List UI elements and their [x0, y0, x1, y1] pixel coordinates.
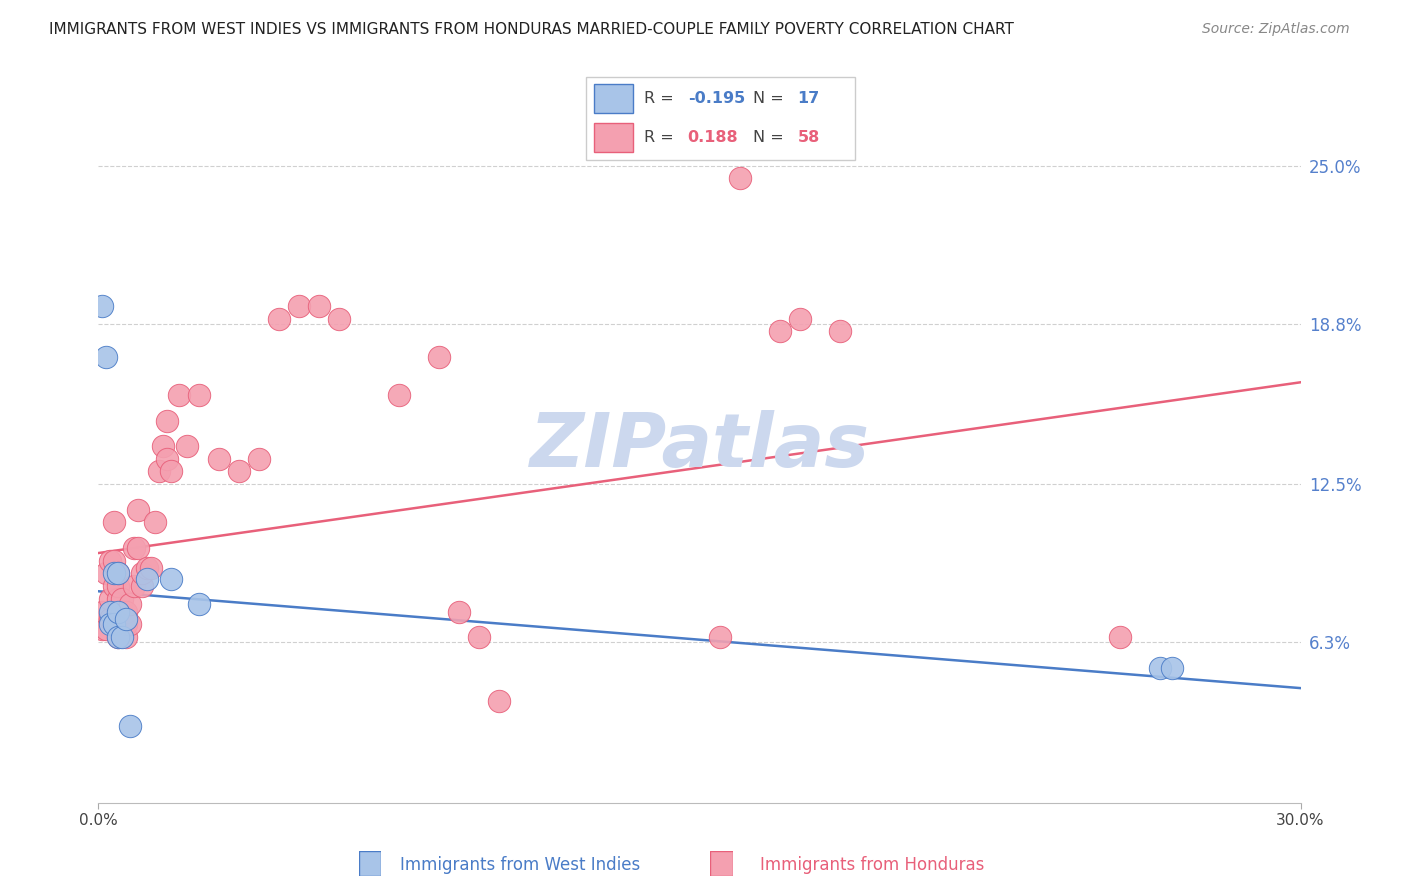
Text: ZIPatlas: ZIPatlas [530, 409, 869, 483]
Point [709, 630, 731, 644]
Point [111, 591, 134, 606]
FancyBboxPatch shape [595, 85, 633, 113]
Point [1149, 661, 1171, 675]
Point [789, 311, 811, 326]
Point [135, 561, 157, 575]
Point [124, 541, 146, 555]
Text: R =: R = [644, 130, 673, 145]
Point [96, 350, 118, 364]
Point [159, 465, 181, 479]
Point [228, 465, 250, 479]
Point [100, 554, 122, 568]
Point [107, 605, 129, 619]
Point [107, 579, 129, 593]
Point [120, 597, 142, 611]
Point [111, 605, 134, 619]
FancyBboxPatch shape [595, 123, 633, 152]
Point [131, 579, 153, 593]
Text: 17: 17 [797, 91, 820, 106]
Point [107, 566, 129, 581]
Point [128, 541, 150, 555]
Point [328, 311, 350, 326]
Point [159, 572, 181, 586]
Point [176, 439, 198, 453]
Point [96, 566, 118, 581]
Point [135, 572, 157, 586]
Point [103, 554, 125, 568]
Point [103, 617, 125, 632]
Point [111, 623, 134, 637]
Point [143, 516, 166, 530]
Point [115, 630, 138, 644]
Point [427, 350, 450, 364]
Point [111, 630, 134, 644]
Point [115, 617, 138, 632]
Point [91, 605, 114, 619]
Point [107, 630, 129, 644]
Point [103, 516, 125, 530]
FancyBboxPatch shape [586, 77, 855, 160]
Text: IMMIGRANTS FROM WEST INDIES VS IMMIGRANTS FROM HONDURAS MARRIED-COUPLE FAMILY PO: IMMIGRANTS FROM WEST INDIES VS IMMIGRANT… [49, 22, 1014, 37]
Point [124, 579, 146, 593]
Text: 58: 58 [797, 130, 820, 145]
Point [769, 324, 792, 338]
Point [107, 630, 129, 644]
Point [187, 597, 209, 611]
Point [103, 566, 125, 581]
Point [91, 299, 114, 313]
Text: 0.188: 0.188 [688, 130, 738, 145]
Point [468, 630, 491, 644]
Point [100, 591, 122, 606]
Text: Source: ZipAtlas.com: Source: ZipAtlas.com [1202, 22, 1350, 37]
Point [120, 719, 142, 733]
Point [308, 299, 330, 313]
Point [155, 451, 177, 466]
Point [107, 591, 129, 606]
Text: N =: N = [754, 91, 785, 106]
Text: Immigrants from West Indies: Immigrants from West Indies [401, 855, 640, 873]
Text: Immigrants from Honduras: Immigrants from Honduras [759, 855, 984, 873]
Point [91, 623, 114, 637]
Point [139, 561, 162, 575]
Point [1161, 661, 1184, 675]
Point [267, 311, 290, 326]
Point [388, 388, 411, 402]
Point [167, 388, 190, 402]
Text: -0.195: -0.195 [688, 91, 745, 106]
Point [128, 502, 150, 516]
Text: N =: N = [754, 130, 785, 145]
Point [152, 439, 174, 453]
Point [488, 694, 510, 708]
Point [115, 612, 138, 626]
Point [131, 566, 153, 581]
Point [828, 324, 851, 338]
Point [155, 413, 177, 427]
Point [247, 451, 270, 466]
Point [103, 579, 125, 593]
Point [100, 605, 122, 619]
Point [107, 617, 129, 632]
Text: R =: R = [644, 91, 673, 106]
Point [115, 605, 138, 619]
Point [728, 171, 751, 186]
Point [96, 623, 118, 637]
Point [100, 617, 122, 632]
Point [187, 388, 209, 402]
Point [100, 612, 122, 626]
Point [1109, 630, 1132, 644]
Point [288, 299, 311, 313]
Point [107, 566, 129, 581]
Point [447, 605, 470, 619]
Point [148, 465, 170, 479]
Point [208, 451, 231, 466]
Point [120, 617, 142, 632]
